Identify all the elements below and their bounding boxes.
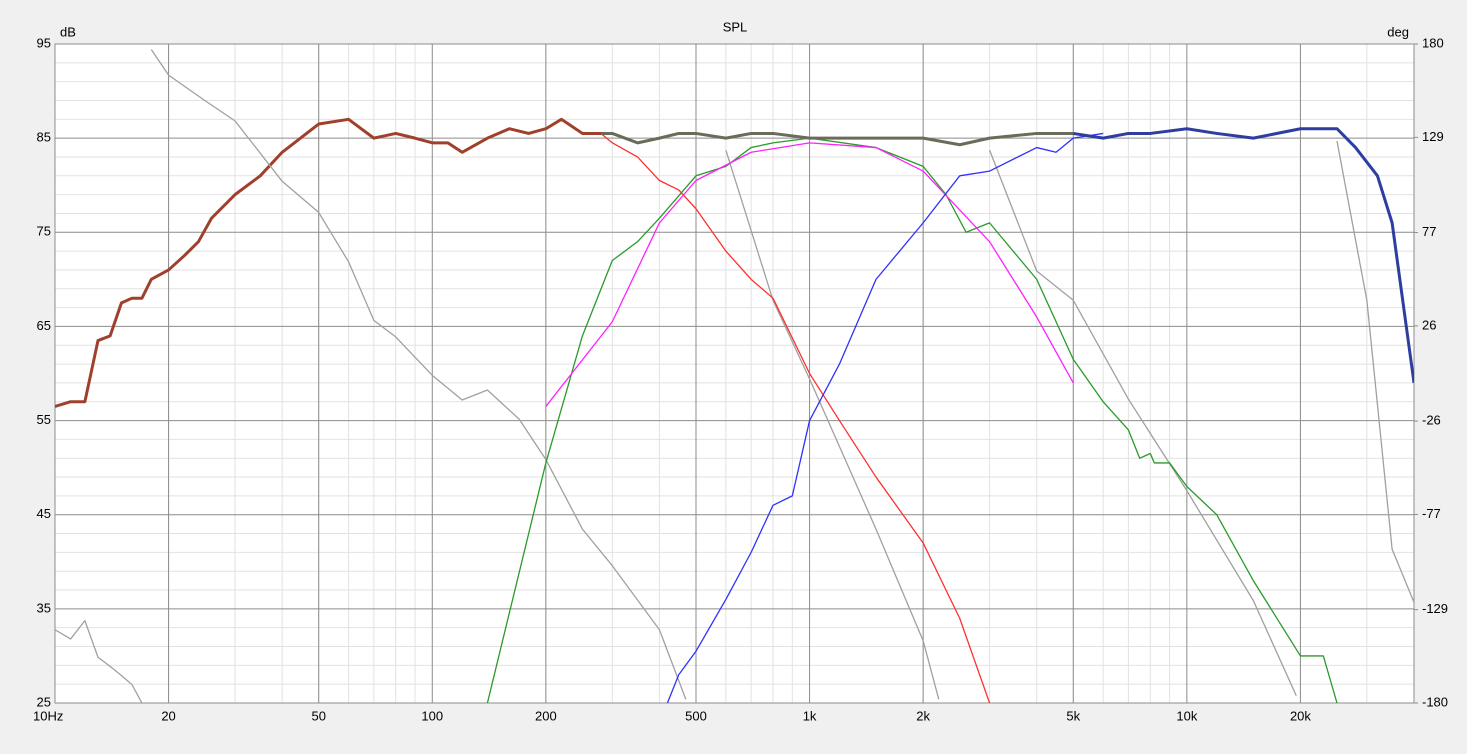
y2-tick-label: 26 — [1422, 317, 1436, 332]
y2-tick-label: -180 — [1422, 694, 1448, 709]
y-tick-label: 65 — [37, 318, 51, 333]
plot-area — [55, 44, 1414, 703]
series-line — [486, 137, 1338, 703]
series-line — [1073, 127, 1414, 384]
x-tick-label: 200 — [535, 708, 557, 723]
x-tick-label: 20k — [1290, 708, 1311, 723]
y2-tick-label: -129 — [1422, 601, 1448, 616]
x-tick-label: 100 — [421, 708, 443, 723]
series-line — [545, 142, 1074, 407]
series-line — [666, 132, 1104, 703]
y-tick-label: 95 — [37, 35, 51, 50]
y-tick-label: 45 — [37, 506, 51, 521]
y-tick-label: 85 — [37, 130, 51, 145]
series-line — [600, 131, 1074, 147]
x-tick-label: 20 — [161, 708, 175, 723]
y-tick-label: 75 — [37, 224, 51, 239]
y-axis-label: dB — [60, 24, 76, 39]
series-line — [600, 132, 991, 703]
x-tick-label: 10k — [1176, 708, 1197, 723]
y2-tick-label: -77 — [1422, 506, 1441, 521]
x-tick-label: 5k — [1066, 708, 1080, 723]
x-tick-label: 50 — [311, 708, 325, 723]
y2-tick-label: 180 — [1422, 35, 1444, 50]
y-tick-label: 25 — [37, 694, 51, 709]
y-tick-label: 55 — [37, 412, 51, 427]
x-tick-label: 10Hz — [33, 708, 63, 723]
x-tick-label: 1k — [803, 708, 817, 723]
x-tick-label: 500 — [685, 708, 707, 723]
series-line — [55, 49, 1414, 703]
y2-tick-label: -26 — [1422, 413, 1441, 428]
series-line — [55, 117, 601, 408]
y-tick-label: 35 — [37, 600, 51, 615]
y2-axis-label: deg — [1387, 24, 1409, 39]
chart-title: SPL — [723, 19, 748, 34]
x-tick-label: 2k — [916, 708, 930, 723]
y2-tick-label: 77 — [1422, 224, 1436, 239]
y2-tick-label: 129 — [1422, 129, 1444, 144]
